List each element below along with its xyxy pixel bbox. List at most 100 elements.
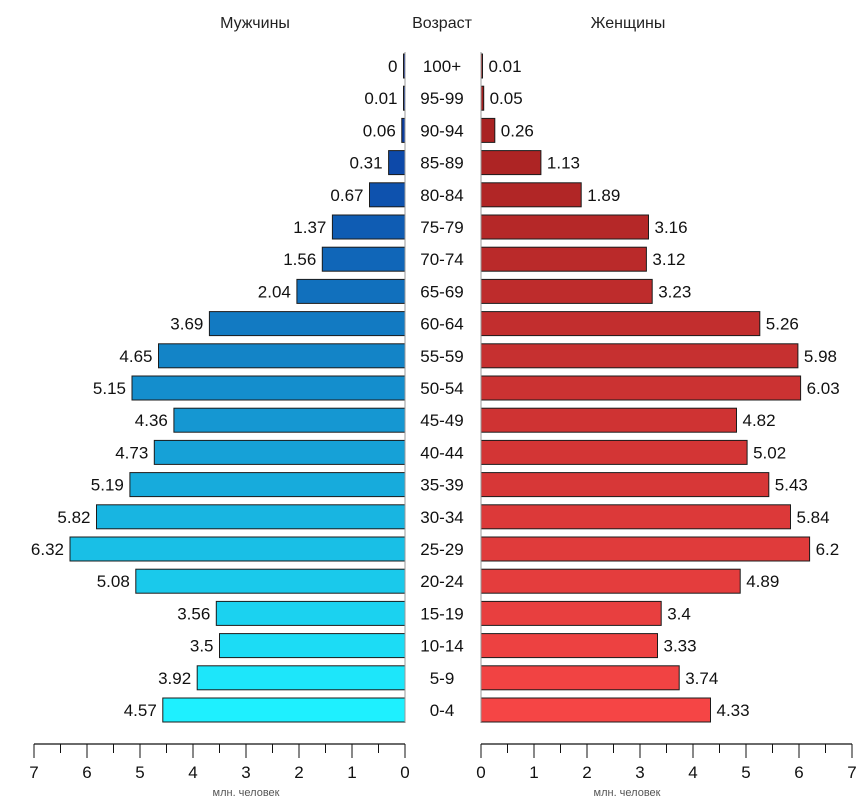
female-value-label-40-44: 5.02	[753, 443, 786, 462]
female-axis-tick-label: 3	[635, 763, 644, 782]
center-header: Возраст	[412, 15, 473, 32]
male-value-label-20-24: 5.08	[97, 572, 130, 591]
female-value-label-35-39: 5.43	[775, 476, 808, 495]
female-value-label-90-94: 0.26	[501, 121, 534, 140]
right-axis-unit-label: млн. человек	[594, 787, 661, 799]
female-value-label-80-84: 1.89	[587, 186, 620, 205]
age-label-45-49: 45-49	[420, 411, 463, 430]
female-value-label-95-99: 0.05	[490, 89, 523, 108]
female-bar-55-59	[480, 343, 799, 369]
male-value-label-55-59: 4.65	[119, 347, 152, 366]
male-value-label-70-74: 1.56	[283, 250, 316, 269]
age-label-90-94: 90-94	[420, 121, 463, 140]
age-label-55-59: 55-59	[420, 347, 463, 366]
female-value-label-10-14: 3.33	[664, 637, 697, 656]
male-bar-20-24	[135, 568, 406, 594]
female-bar-90-94	[480, 117, 496, 143]
male-value-label-35-39: 5.19	[91, 476, 124, 495]
female-bar-85-89	[480, 150, 542, 176]
age-label-25-29: 25-29	[420, 540, 463, 559]
age-label-75-79: 75-79	[420, 218, 463, 237]
male-value-label-80-84: 0.67	[330, 186, 363, 205]
female-bar-5-9	[480, 665, 680, 691]
female-bar-30-34	[480, 504, 791, 530]
female-axis-tick-label: 5	[741, 763, 750, 782]
female-axis-tick-label: 2	[582, 763, 591, 782]
right-header: Женщины	[591, 15, 666, 32]
female-bar-20-24	[480, 568, 741, 594]
female-axis-tick-label: 1	[529, 763, 538, 782]
male-value-label-40-44: 4.73	[115, 443, 148, 462]
female-axis-tick-label: 6	[794, 763, 803, 782]
age-label-70-74: 70-74	[420, 250, 463, 269]
male-value-label-95-99: 0.01	[364, 89, 397, 108]
female-value-label-15-19: 3.4	[667, 604, 691, 623]
male-bar-80-84	[369, 182, 406, 208]
female-value-label-45-49: 4.82	[743, 411, 776, 430]
male-axis-tick-label: 3	[241, 763, 250, 782]
age-label-40-44: 40-44	[420, 443, 463, 462]
male-value-label-45-49: 4.36	[135, 411, 168, 430]
male-bar-5-9	[196, 665, 406, 691]
female-bar-50-54	[480, 375, 802, 401]
female-bar-40-44	[480, 439, 748, 465]
female-value-label-75-79: 3.16	[655, 218, 688, 237]
male-value-label-90-94: 0.06	[363, 121, 396, 140]
left-axis-unit-label: млн. человек	[213, 787, 280, 799]
male-bar-10-14	[219, 633, 406, 659]
female-bar-45-49	[480, 407, 737, 433]
age-label-35-39: 35-39	[420, 476, 463, 495]
male-value-label-25-29: 6.32	[31, 540, 64, 559]
male-value-label-60-64: 3.69	[170, 315, 203, 334]
female-bar-65-69	[480, 278, 653, 304]
female-value-label-100-plus: 0.01	[489, 57, 522, 76]
male-value-label-5-9: 3.92	[158, 669, 191, 688]
age-label-85-89: 85-89	[420, 154, 463, 173]
female-bar-35-39	[480, 472, 770, 498]
female-value-label-30-34: 5.84	[797, 508, 830, 527]
male-value-label-75-79: 1.37	[293, 218, 326, 237]
male-bar-70-74	[321, 246, 406, 272]
female-value-label-60-64: 5.26	[766, 315, 799, 334]
female-axis-tick-label: 0	[476, 763, 485, 782]
male-axis-tick-label: 7	[29, 763, 38, 782]
female-value-label-20-24: 4.89	[746, 572, 779, 591]
female-bar-25-29	[480, 536, 811, 562]
male-axis-tick-label: 0	[400, 763, 409, 782]
male-bar-25-29	[69, 536, 406, 562]
male-value-label-0-4: 4.57	[124, 701, 157, 720]
male-bar-45-49	[173, 407, 406, 433]
male-value-label-85-89: 0.31	[350, 154, 383, 173]
male-bar-50-54	[131, 375, 406, 401]
male-bar-55-59	[158, 343, 406, 369]
age-label-30-34: 30-34	[420, 508, 463, 527]
male-axis-tick-label: 6	[82, 763, 91, 782]
male-value-label-65-69: 2.04	[258, 282, 291, 301]
female-bar-70-74	[480, 246, 647, 272]
male-axis-tick-label: 5	[135, 763, 144, 782]
female-bar-75-79	[480, 214, 649, 240]
female-value-label-70-74: 3.12	[652, 250, 685, 269]
age-label-10-14: 10-14	[420, 637, 463, 656]
left-header: Мужчины	[220, 15, 290, 32]
female-axis-tick-label: 7	[847, 763, 856, 782]
age-label-65-69: 65-69	[420, 282, 463, 301]
age-label-20-24: 20-24	[420, 572, 463, 591]
male-bar-60-64	[208, 311, 406, 337]
male-value-label-30-34: 5.82	[57, 508, 90, 527]
age-label-60-64: 60-64	[420, 315, 463, 334]
female-value-label-55-59: 5.98	[804, 347, 837, 366]
age-label-0-4: 0-4	[430, 701, 455, 720]
age-label-80-84: 80-84	[420, 186, 463, 205]
axes-group: 0 0 1 1 2 2 3 3 4 4 5 5 6 6 7 7	[29, 52, 856, 782]
male-bar-75-79	[331, 214, 406, 240]
male-bar-35-39	[129, 472, 406, 498]
female-bar-80-84	[480, 182, 582, 208]
female-axis-tick-label: 4	[688, 763, 697, 782]
female-value-label-50-54: 6.03	[807, 379, 840, 398]
age-label-100-plus: 100+	[423, 57, 461, 76]
female-bar-10-14	[480, 633, 658, 659]
age-label-50-54: 50-54	[420, 379, 463, 398]
male-bar-85-89	[388, 150, 406, 176]
male-bar-40-44	[153, 439, 406, 465]
